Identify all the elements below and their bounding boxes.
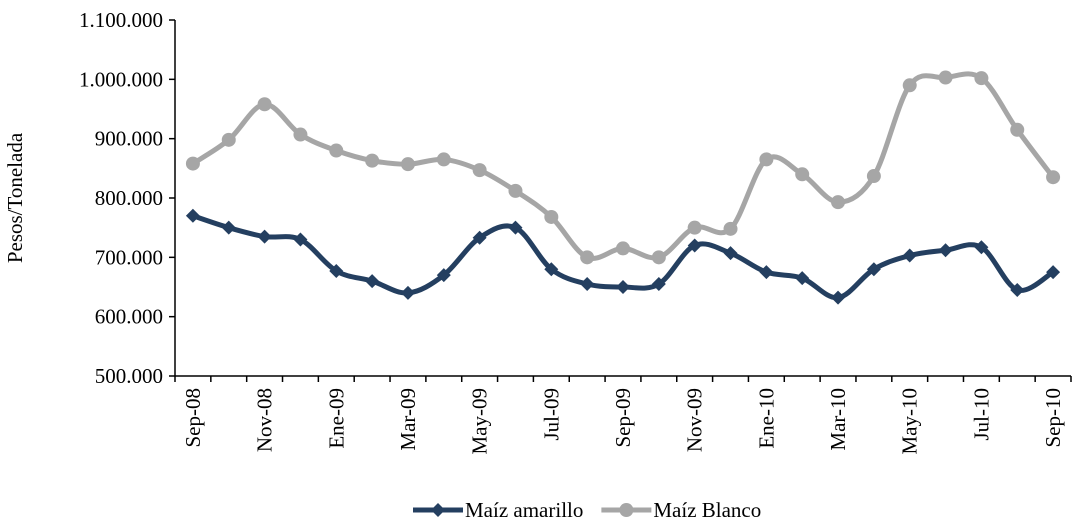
data-point (221, 132, 236, 147)
data-point (400, 157, 415, 172)
data-point (544, 262, 559, 277)
x-tick-label: Nov-08 (253, 388, 277, 452)
data-point (651, 250, 666, 265)
x-tick-label: May-09 (468, 388, 492, 455)
y-axis-label: Pesos/Tonelada (3, 132, 27, 263)
data-point (866, 262, 881, 277)
x-tick-label: Nov-09 (683, 388, 707, 452)
data-point (831, 290, 846, 305)
data-point (436, 268, 451, 283)
x-tick-label: Mar-09 (396, 388, 420, 451)
x-tick-label: Sep-09 (611, 388, 635, 448)
data-point (938, 243, 953, 258)
data-point (400, 285, 415, 300)
x-tick-label: Ene-09 (324, 388, 348, 449)
data-point (1046, 265, 1061, 280)
data-point (508, 183, 523, 198)
data-point (759, 265, 774, 280)
data-point (687, 220, 702, 235)
data-point (795, 167, 810, 182)
y-tick-label: 600.000 (95, 305, 163, 329)
data-point (580, 250, 595, 265)
data-point (436, 152, 451, 167)
y-tick-label: 800.000 (95, 186, 163, 210)
data-point (902, 78, 917, 93)
data-point (329, 263, 344, 278)
x-tick-label: Ene-10 (754, 388, 778, 449)
x-tick-label: Mar-10 (826, 388, 850, 451)
legend-marker (619, 503, 634, 517)
data-point (616, 241, 630, 256)
data-point (759, 152, 774, 167)
data-point (938, 70, 953, 85)
y-tick-label: 900.000 (95, 127, 163, 151)
data-point (902, 248, 917, 263)
data-point (185, 208, 200, 223)
legend-label: Maíz Blanco (653, 498, 761, 522)
data-point (723, 246, 738, 261)
data-point (831, 195, 846, 210)
data-point (1010, 282, 1025, 297)
x-tick-label: Jul-10 (969, 388, 993, 441)
data-point (651, 277, 666, 292)
x-tick-label: Sep-10 (1041, 388, 1065, 448)
data-point (580, 277, 595, 292)
data-point (221, 220, 236, 235)
data-point (866, 169, 881, 184)
y-tick-label: 1.100.000 (79, 8, 163, 32)
data-point (365, 153, 380, 168)
data-point (472, 163, 487, 178)
data-point (974, 240, 989, 255)
y-tick-label: 700.000 (95, 245, 163, 269)
data-point (687, 238, 702, 253)
data-point (544, 209, 559, 224)
data-point (974, 71, 989, 86)
data-point (293, 232, 308, 247)
data-point (472, 230, 487, 245)
data-point (185, 156, 200, 171)
data-point (616, 280, 630, 294)
x-tick-label: May-10 (898, 388, 922, 455)
data-point (329, 143, 344, 158)
y-tick-label: 1.000.000 (79, 67, 163, 91)
data-point (723, 221, 738, 236)
data-point (365, 274, 380, 289)
legend-marker (431, 503, 445, 517)
data-point (795, 271, 810, 286)
series-line (191, 71, 1056, 261)
x-tick-label: Sep-08 (181, 388, 205, 448)
x-tick-label: Jul-09 (539, 388, 563, 441)
data-point (257, 97, 272, 112)
data-point (508, 220, 523, 235)
data-point (293, 127, 308, 142)
data-point (257, 229, 272, 244)
data-point (1010, 122, 1025, 137)
data-point (1046, 170, 1061, 185)
legend-label: Maíz amarillo (465, 498, 583, 522)
y-tick-label: 500.000 (95, 364, 163, 388)
